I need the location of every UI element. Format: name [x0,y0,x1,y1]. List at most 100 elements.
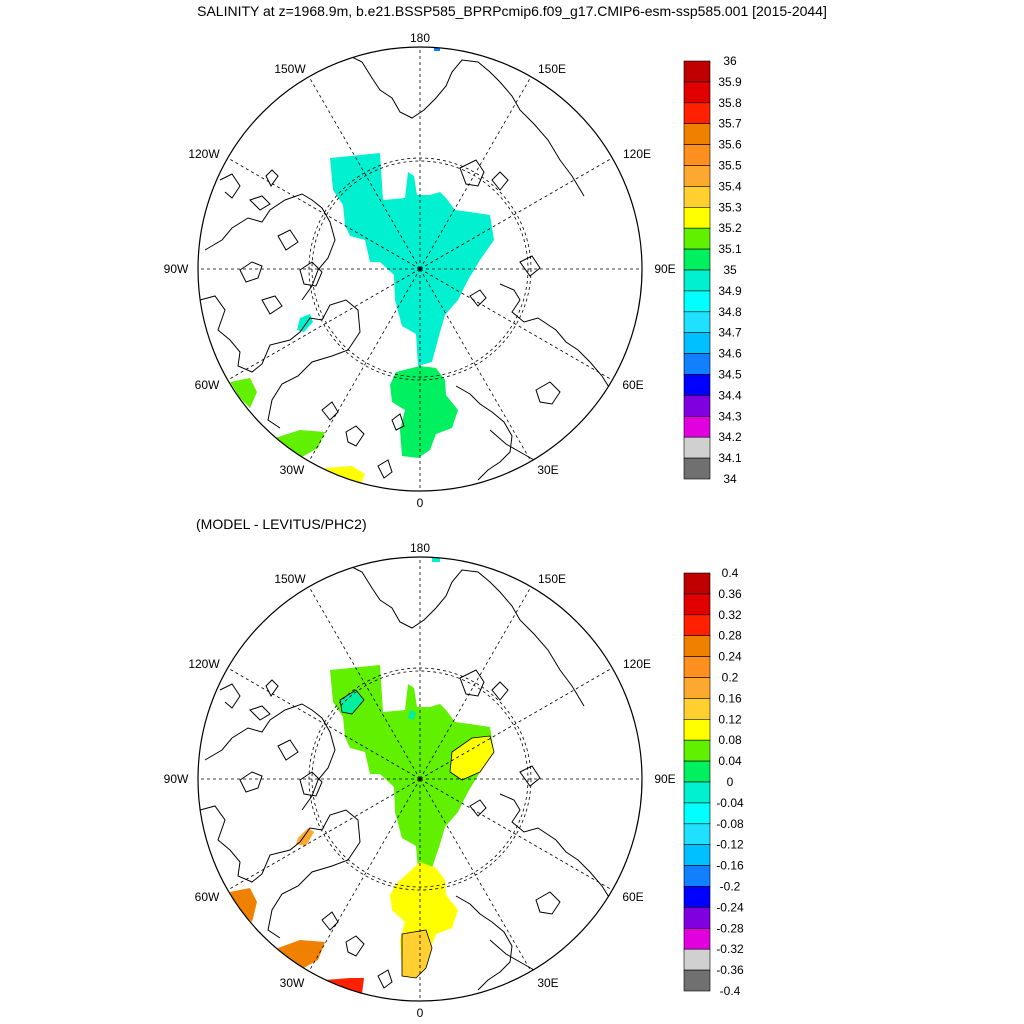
lon-label-90w: 90W [164,262,189,276]
colorbar-tick-label: 0.04 [718,754,742,768]
lon-label-0: 0 [417,496,424,510]
colorbar-tick-label: 34.9 [718,284,742,298]
colorbar-tick-label: 35.2 [718,221,742,235]
colorbar-swatch [683,227,711,250]
lon-label-150w: 150W [274,62,306,76]
lon-label-120w: 120W [188,657,220,671]
coastlines [199,55,621,481]
lon-label-150e: 150E [538,62,566,76]
diff-region-teal-patch [339,689,365,715]
longitude-labels: 180 0 150W 150E 120W 120E 90W 90E 60W 60… [164,31,676,510]
colorbar-swatch [683,81,711,104]
colorbar-swatch [683,186,711,208]
colorbar-tick-label: -0.16 [716,859,744,873]
colorbar-swatch [683,60,711,83]
colorbar-swatch [683,311,711,333]
colorbar-swatch [683,927,711,950]
map-boundary-circle [197,46,643,492]
lon-label-180: 180 [410,31,430,45]
diff-region-north-atlantic [325,978,364,994]
lon-label-90w: 90W [164,772,189,786]
colorbar-tick-label: 0.08 [718,733,742,747]
difference-panel-title: (MODEL - LEVITUS/PHC2) [196,516,367,532]
meridian-line [419,268,613,381]
field-region-small-patch [297,314,313,332]
field-region-labrador-sea [230,378,257,408]
meridian-line [227,157,421,270]
colorbar-tick-label: 35.6 [718,138,742,152]
colorbar-swatch [683,593,711,616]
colorbar-swatch [683,614,711,636]
diff-region-labrador-sea [230,888,257,922]
colorbar-swatch [683,436,711,459]
colorbar-swatch [683,269,711,292]
colorbar-tick-label: -0.04 [716,796,744,810]
longitude-labels: 180 0 150W 150E 120W 120E 90W 90E 60W 60… [164,541,676,1020]
colorbar-swatch [683,102,711,125]
lon-label-60e: 60E [622,890,643,904]
colorbar-tick-label: 0.24 [718,650,742,664]
colorbar-tick-label: 34.7 [718,326,742,340]
colorbar-swatch [683,802,711,825]
lon-label-60w: 60W [195,378,220,392]
colorbar-tick-label: 35 [723,263,737,277]
salinity-field [230,47,494,486]
colorbar-tick-label: 35.3 [718,200,742,214]
diff-region-greenland-sea-patch [401,929,433,979]
graticule [198,557,642,1001]
colorbar-swatch [683,907,711,929]
diff-region-central-arctic [330,665,494,870]
colorbar-tick-label: 36 [723,54,737,68]
colorbar-swatch [683,865,711,887]
lon-label-90e: 90E [654,262,675,276]
graticule [198,47,642,491]
colorbar-swatch [683,207,711,229]
field-region-central-arctic [330,153,494,366]
colorbar-swatch [683,572,711,595]
colorbar-tick-label: 0.12 [718,712,742,726]
colorbar-tick-label: 0.32 [718,608,742,622]
colorbar-swatch [683,144,711,166]
colorbar-tick-label: -0.24 [716,900,744,914]
colorbar-tick-label: -0.2 [720,880,741,894]
colorbar-tick-label: -0.12 [716,838,744,852]
colorbar-swatch [683,656,711,678]
colorbar-swatch [683,395,711,417]
difference-field [230,557,495,994]
latitude-circle [311,160,529,378]
colorbar-swatch [683,760,711,783]
meridian-line [419,76,532,270]
colorbar-tick-label: 35.7 [718,117,742,131]
colorbar-swatch [683,948,711,971]
meridian-line [419,586,532,780]
colorbar-tick-label: 35.8 [718,96,742,110]
difference-map-panel: 180 0 150W 150E 120W 120E 90W 90E 60W 60… [164,541,744,1020]
lon-label-60e: 60E [622,378,643,392]
meridian-line [419,778,613,891]
colorbar-tick-label: 0.2 [722,671,739,685]
colorbar-swatch [683,290,711,313]
map-boundary-circle [197,556,643,1002]
lon-label-30e: 30E [537,976,558,990]
colorbar-swatch [683,886,711,908]
lon-label-30e: 30E [537,463,558,477]
colorbar-tick-label: -0.08 [716,817,744,831]
salinity-colorbar: 36 35.9 35.8 35.7 35.6 35.5 35.4 35.3 35.2 35.1 35… [683,54,742,486]
lon-label-120e: 120E [623,657,651,671]
diff-region-pole-patch [432,557,440,562]
salinity-map-panel: 180 0 150W 150E 120W 120E 90W 90E 60W 60… [164,31,742,510]
colorbar-tick-label: -0.4 [720,984,741,998]
meridian-line [308,778,421,972]
lon-label-30w: 30W [280,976,305,990]
colorbar-swatch [683,781,711,804]
colorbar-swatch [683,823,711,845]
colorbar-tick-label: 35.1 [718,242,742,256]
colorbar-tick-label: 0.28 [718,629,742,643]
colorbar-tick-label: 34.4 [718,388,742,402]
colorbar-swatch [683,677,711,699]
colorbar-swatch [683,844,711,866]
colorbar-tick-label: 0 [727,775,734,789]
colorbar-tick-label: 0.36 [718,587,742,601]
lon-label-180: 180 [410,541,430,555]
